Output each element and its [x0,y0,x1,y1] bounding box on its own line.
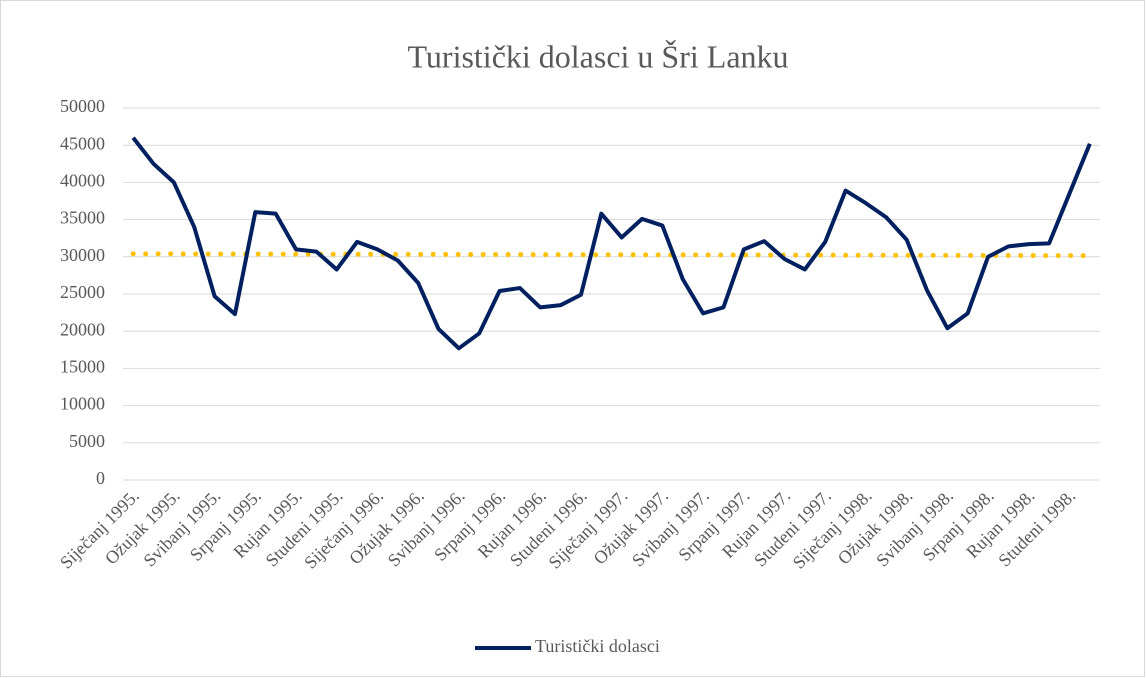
y-tick-label: 10000 [60,394,105,414]
chart-title: Turistički dolasci u Šri Lanku [407,38,788,74]
y-tick-label: 5000 [69,431,105,451]
y-tick-label: 20000 [60,319,105,339]
y-tick-label: 0 [96,468,105,488]
data-line [131,136,1092,351]
y-tick-label: 40000 [60,171,105,191]
y-tick-label: 15000 [60,357,105,377]
y-tick-label: 50000 [60,96,105,116]
y-tick-label: 30000 [60,245,105,265]
y-tick-label: 25000 [60,282,105,302]
y-tick-label: 35000 [60,208,105,228]
legend-label: Turistički dolasci [535,636,660,656]
y-tick-label: 45000 [60,133,105,153]
